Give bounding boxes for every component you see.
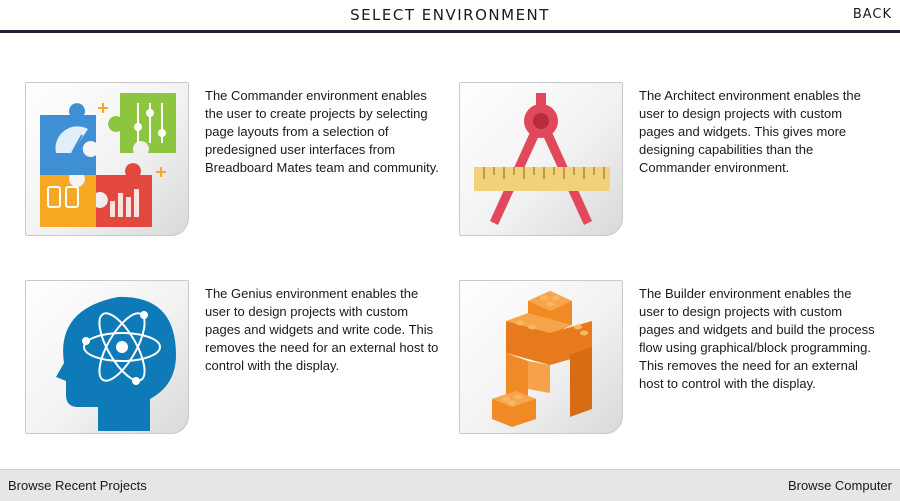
compass-ruler-icon — [474, 93, 610, 225]
atom-head-icon — [56, 296, 176, 431]
architect-thumbnail[interactable] — [459, 82, 623, 236]
back-button[interactable]: BACK — [852, 7, 892, 22]
genius-thumbnail[interactable] — [25, 280, 189, 434]
browse-computer-button[interactable]: Browse Computer — [787, 478, 892, 493]
genius-description: The Genius environment enables the user … — [205, 286, 439, 373]
architect-description: The Architect environment enables the us… — [639, 88, 861, 175]
environment-card-genius[interactable]: The Genius environment enables the user … — [25, 280, 445, 436]
puzzle-icon — [40, 93, 176, 227]
browse-recent-projects-button[interactable]: Browse Recent Projects — [8, 478, 147, 493]
building-blocks-icon — [492, 291, 592, 427]
commander-thumbnail[interactable] — [25, 82, 189, 236]
footer-bar: Browse Recent Projects Browse Computer — [0, 469, 900, 501]
header: SELECT ENVIRONMENT BACK — [0, 0, 900, 30]
page-title: SELECT ENVIRONMENT — [350, 6, 550, 24]
environment-card-architect[interactable]: The Architect environment enables the us… — [459, 82, 879, 238]
environment-card-commander[interactable]: The Commander environment enables the us… — [25, 82, 445, 238]
builder-thumbnail[interactable] — [459, 280, 623, 434]
header-divider — [0, 30, 900, 33]
builder-description: The Builder environment enables the user… — [639, 286, 875, 391]
environment-card-builder[interactable]: The Builder environment enables the user… — [459, 280, 879, 436]
commander-description: The Commander environment enables the us… — [205, 88, 439, 175]
